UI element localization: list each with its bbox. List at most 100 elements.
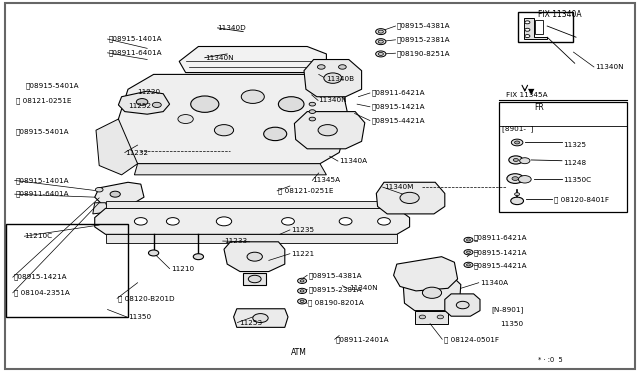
Text: 11350: 11350: [128, 314, 151, 320]
Circle shape: [309, 102, 316, 106]
Text: ⓜ08915-4421A: ⓜ08915-4421A: [371, 117, 425, 124]
Text: 11235: 11235: [291, 227, 314, 233]
Text: 11253: 11253: [239, 320, 262, 326]
Text: 11340B: 11340B: [326, 76, 355, 82]
Text: ⓜ08915-1421A: ⓜ08915-1421A: [371, 103, 425, 110]
Text: Ⓒ 08124-0501F: Ⓒ 08124-0501F: [444, 336, 499, 343]
Circle shape: [136, 99, 148, 105]
Text: ⓜ08915-5401A: ⓜ08915-5401A: [16, 129, 70, 135]
Circle shape: [378, 218, 390, 225]
Text: 11248: 11248: [563, 160, 586, 166]
Text: ▼: ▼: [528, 87, 534, 96]
Text: ⓝ08911-2401A: ⓝ08911-2401A: [336, 336, 390, 343]
Text: ⓜ08915-4381A: ⓜ08915-4381A: [397, 23, 451, 29]
Text: 11232: 11232: [125, 150, 148, 155]
Text: 11340D: 11340D: [218, 25, 246, 31]
Circle shape: [339, 218, 352, 225]
Text: * · :0  5: * · :0 5: [538, 357, 563, 363]
Circle shape: [376, 51, 386, 57]
Text: 11340N: 11340N: [595, 64, 624, 70]
Text: 11340N: 11340N: [349, 285, 378, 291]
Text: ⓜ08915-4381A: ⓜ08915-4381A: [308, 272, 362, 279]
Text: 11350C: 11350C: [563, 177, 591, 183]
Polygon shape: [118, 74, 349, 164]
Circle shape: [216, 217, 232, 226]
Circle shape: [464, 250, 473, 255]
Text: [N-8901]: [N-8901]: [492, 306, 524, 313]
Circle shape: [456, 301, 469, 309]
Polygon shape: [118, 91, 170, 114]
Circle shape: [214, 125, 234, 136]
Text: 11210: 11210: [171, 266, 194, 272]
Text: 11252: 11252: [128, 103, 151, 109]
Polygon shape: [106, 234, 397, 243]
Circle shape: [525, 35, 530, 38]
Text: Ⓒ 08121-0251E: Ⓒ 08121-0251E: [278, 187, 334, 194]
Text: ⓝ08911-6401A: ⓝ08911-6401A: [109, 49, 163, 56]
Bar: [6, 224, 128, 317]
Text: 11233: 11233: [224, 238, 247, 244]
Circle shape: [467, 239, 470, 241]
Circle shape: [95, 187, 103, 192]
Text: FIX 11345A: FIX 11345A: [506, 92, 547, 98]
Circle shape: [193, 254, 204, 260]
Text: ⓜ08915-1421A: ⓜ08915-1421A: [474, 249, 527, 256]
Text: 11220: 11220: [138, 89, 161, 95]
Circle shape: [376, 29, 386, 35]
Text: Ⓒ 08190-8201A: Ⓒ 08190-8201A: [308, 300, 364, 307]
Polygon shape: [134, 164, 326, 175]
Circle shape: [317, 65, 325, 69]
Circle shape: [518, 176, 531, 183]
Circle shape: [520, 158, 530, 164]
Polygon shape: [234, 309, 288, 327]
Text: ⓜ08915-1401A: ⓜ08915-1401A: [109, 36, 163, 42]
Text: 11340N: 11340N: [205, 55, 234, 61]
Circle shape: [378, 52, 383, 55]
Text: [8901-  ]: [8901- ]: [502, 125, 534, 132]
Circle shape: [152, 102, 161, 108]
Text: ⓝ08911-6421A: ⓝ08911-6421A: [371, 90, 425, 96]
Circle shape: [300, 290, 304, 292]
Text: ⓜ08915-5401A: ⓜ08915-5401A: [26, 82, 79, 89]
Circle shape: [339, 65, 346, 69]
Circle shape: [467, 264, 470, 266]
Circle shape: [422, 287, 442, 298]
Text: ⓝ08911-6421A: ⓝ08911-6421A: [474, 235, 527, 241]
Circle shape: [298, 299, 307, 304]
Circle shape: [178, 115, 193, 124]
Bar: [535, 20, 543, 34]
Circle shape: [134, 218, 147, 225]
Circle shape: [282, 218, 294, 225]
Circle shape: [248, 275, 261, 283]
Text: ATM: ATM: [291, 348, 307, 357]
Circle shape: [511, 197, 524, 205]
Circle shape: [525, 21, 530, 24]
Polygon shape: [95, 182, 144, 205]
Text: 11345A: 11345A: [312, 177, 340, 183]
Polygon shape: [93, 203, 109, 214]
Circle shape: [278, 97, 304, 112]
Text: 11340A: 11340A: [480, 280, 508, 286]
Circle shape: [400, 192, 419, 203]
Circle shape: [378, 40, 383, 43]
Circle shape: [419, 315, 426, 319]
Text: Ⓑ 08120-8401F: Ⓑ 08120-8401F: [554, 197, 609, 203]
Circle shape: [512, 177, 518, 180]
Text: ⓝ08190-8251A: ⓝ08190-8251A: [397, 50, 451, 57]
Circle shape: [509, 156, 523, 164]
Polygon shape: [403, 275, 461, 311]
Circle shape: [191, 96, 219, 112]
Text: 11350: 11350: [500, 321, 524, 327]
Text: 11221: 11221: [291, 251, 314, 257]
Circle shape: [166, 218, 179, 225]
Circle shape: [525, 28, 530, 31]
Circle shape: [515, 141, 520, 144]
Circle shape: [467, 251, 470, 253]
Circle shape: [318, 125, 337, 136]
Polygon shape: [96, 119, 138, 175]
Circle shape: [437, 315, 444, 319]
Polygon shape: [243, 273, 266, 285]
Circle shape: [513, 158, 518, 161]
Text: ⓜ08915-4421A: ⓜ08915-4421A: [474, 263, 527, 269]
Text: 11325: 11325: [563, 142, 586, 148]
